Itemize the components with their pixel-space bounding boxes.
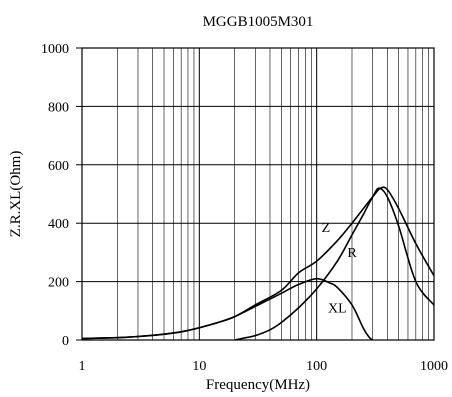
x-tick-label: 10: [192, 359, 206, 374]
series-lines: [81, 186, 435, 341]
series-line-z: [81, 186, 435, 340]
y-tick-label: 200: [48, 276, 69, 291]
chart-title: MGGB1005M301: [203, 14, 314, 30]
y-tick-labels: 0 200 400 600 800 1000: [41, 42, 82, 349]
major-gridlines: [81, 47, 434, 341]
series-label-xl: XL: [328, 301, 347, 316]
x-tick-labels: 1 10 100 1000: [79, 359, 449, 374]
y-axis-label: Z.R.XL(Ohm): [8, 151, 24, 238]
series-label-r: R: [347, 246, 357, 261]
x-axis-label: Frequency(MHz): [206, 377, 310, 393]
series-line-xl: [81, 277, 374, 341]
x-tick-label: 1: [79, 359, 86, 374]
x-tick-label: 1000: [420, 359, 448, 374]
y-tick-label: 0: [62, 334, 69, 349]
x-tick-label: 100: [306, 359, 327, 374]
series-line-r: [234, 187, 435, 341]
y-tick-label: 1000: [41, 42, 69, 57]
plot-frame: [81, 47, 435, 341]
series-labels: Z R XL: [322, 221, 358, 316]
y-tick-label: 400: [48, 217, 69, 232]
y-tick-label: 600: [48, 159, 69, 174]
series-label-z: Z: [322, 221, 331, 236]
y-tick-label: 800: [48, 100, 69, 115]
